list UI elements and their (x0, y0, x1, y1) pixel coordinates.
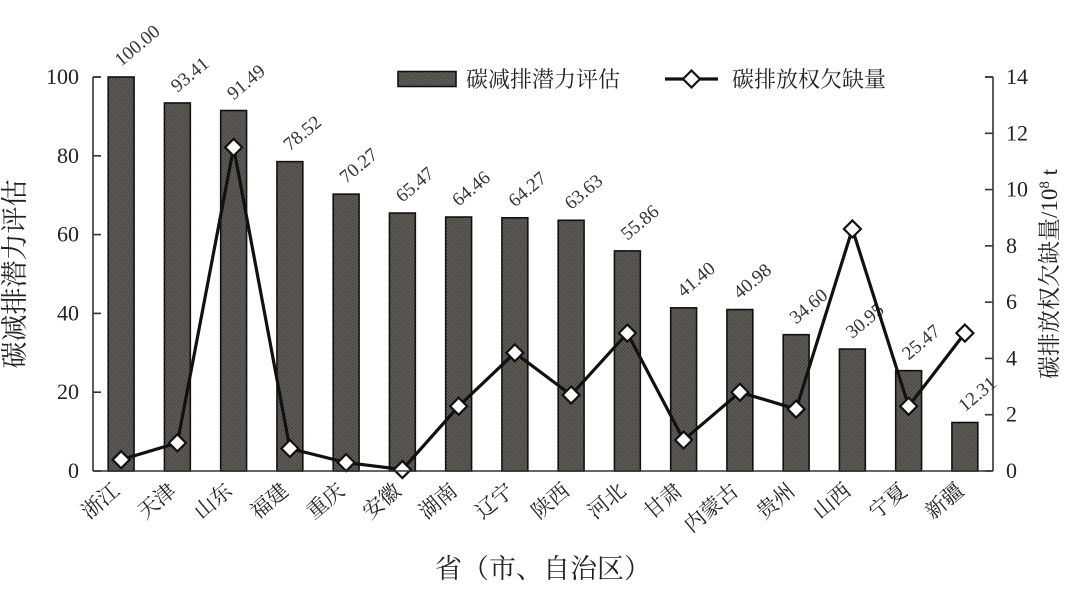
svg-text:0: 0 (1006, 458, 1017, 483)
svg-text:100: 100 (46, 64, 79, 89)
svg-text:80: 80 (57, 143, 79, 168)
svg-text:2: 2 (1006, 402, 1017, 427)
svg-text:省（市、自治区）: 省（市、自治区） (435, 554, 651, 584)
svg-text:14: 14 (1006, 64, 1028, 89)
svg-text:20: 20 (57, 379, 79, 404)
svg-text:8: 8 (1006, 233, 1017, 258)
svg-text:40: 40 (57, 300, 79, 325)
svg-text:碳减排潜力评估: 碳减排潜力评估 (0, 180, 30, 369)
svg-text:10: 10 (1006, 177, 1028, 202)
svg-text:碳减排潜力评估: 碳减排潜力评估 (466, 67, 620, 92)
svg-text:6: 6 (1006, 289, 1017, 314)
svg-text:12: 12 (1006, 120, 1028, 145)
svg-text:碳排放权欠缺量/108 t: 碳排放权欠缺量/108 t (1037, 168, 1062, 379)
svg-text:0: 0 (68, 458, 79, 483)
svg-text:60: 60 (57, 222, 79, 247)
svg-text:碳排放权欠缺量: 碳排放权欠缺量 (732, 67, 886, 92)
svg-text:4: 4 (1006, 345, 1017, 370)
